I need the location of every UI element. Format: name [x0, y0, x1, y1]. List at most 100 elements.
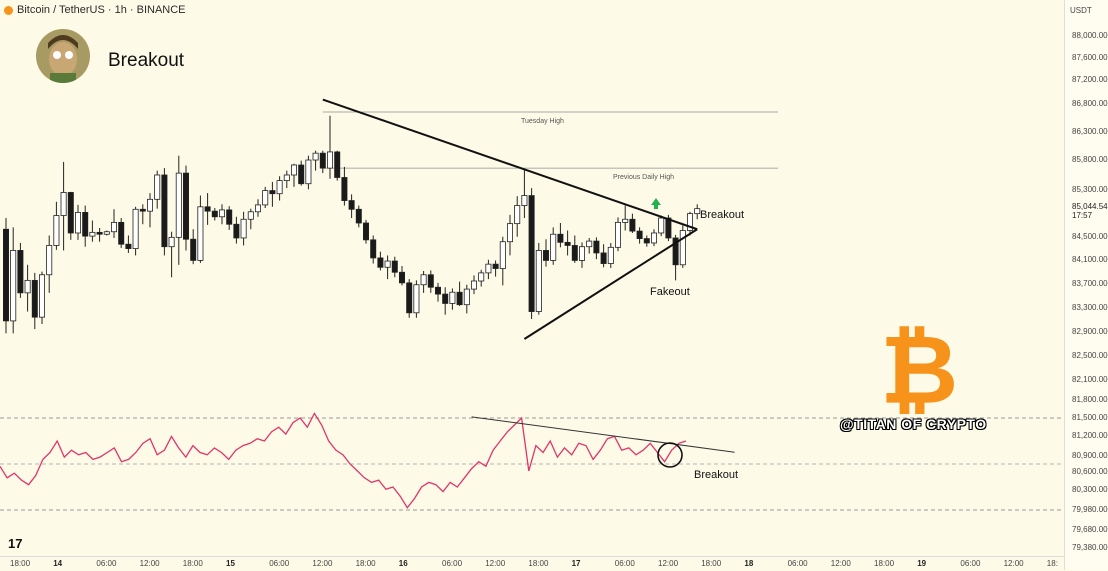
- candle: [651, 229, 658, 247]
- candle-body: [377, 257, 384, 268]
- rsi-pane: [0, 412, 735, 509]
- candle: [615, 217, 622, 252]
- candle: [254, 199, 261, 217]
- candle: [53, 201, 60, 250]
- time-axis[interactable]: [0, 556, 1064, 571]
- candle: [391, 256, 398, 278]
- price-tick-label: 87,600.00: [1072, 53, 1108, 62]
- symbol-line: Bitcoin / TetherUS · 1h · BINANCE: [17, 4, 186, 16]
- price-axis[interactable]: [1064, 0, 1108, 570]
- price-tick-label: 84,100.00: [1072, 255, 1108, 264]
- candle-body: [521, 195, 528, 206]
- candle: [571, 235, 578, 263]
- price-tick-label: 81,200.00: [1072, 431, 1108, 440]
- time-tick-label: 18:00: [355, 559, 376, 568]
- price-tick-label: 80,600.00: [1072, 467, 1108, 476]
- candle: [161, 168, 168, 256]
- candle: [125, 235, 132, 253]
- price-tick-label: 82,100.00: [1072, 375, 1108, 384]
- candle-body: [470, 280, 477, 290]
- candle: [290, 163, 297, 187]
- candle-body: [643, 238, 650, 244]
- candle-body: [579, 246, 586, 261]
- chart-svg[interactable]: [0, 0, 1064, 556]
- price-tick-label: 86,300.00: [1072, 127, 1108, 136]
- candle-body: [262, 190, 269, 206]
- candle: [528, 188, 535, 320]
- candle-body: [182, 172, 189, 240]
- time-tick-label: 06:00: [960, 559, 981, 568]
- candle: [298, 160, 305, 186]
- candle-body: [636, 230, 643, 239]
- candle-body: [672, 237, 679, 266]
- candle-body: [67, 192, 74, 234]
- candle-body: [499, 241, 506, 269]
- rsi-trendline: [471, 416, 735, 453]
- candle-body: [276, 180, 283, 195]
- candle: [564, 230, 571, 256]
- candle: [168, 231, 175, 278]
- candle: [384, 255, 391, 280]
- time-tick-label: 18:00: [701, 559, 722, 568]
- candle-body: [406, 282, 413, 314]
- candle: [586, 237, 593, 254]
- candle: [499, 236, 506, 286]
- candle-body: [478, 272, 485, 282]
- candle-body: [571, 245, 578, 261]
- time-tick-label: 18:00: [182, 559, 203, 568]
- candle: [687, 211, 694, 236]
- candle-body: [535, 250, 542, 312]
- horizontal-levels: [322, 111, 778, 169]
- breakout-label: Breakout: [700, 209, 745, 221]
- candle-body: [132, 208, 139, 249]
- time-tick-label: 18:00: [528, 559, 549, 568]
- candle: [607, 242, 614, 268]
- candle-body: [111, 221, 118, 233]
- candle: [3, 218, 9, 334]
- candle: [442, 287, 449, 315]
- candle-body: [665, 217, 672, 239]
- candle: [406, 279, 413, 318]
- candle-body: [75, 212, 82, 234]
- candle: [111, 209, 118, 238]
- time-tick-label: 12:00: [139, 559, 160, 568]
- candle: [139, 204, 146, 225]
- candle: [132, 206, 139, 256]
- candle: [579, 242, 586, 268]
- candle: [434, 282, 441, 302]
- candle-body: [31, 279, 38, 318]
- candle: [600, 244, 607, 268]
- time-tick-label: 18:00: [10, 559, 31, 568]
- candles: [3, 115, 701, 334]
- candle-body: [651, 232, 658, 244]
- candle: [348, 194, 355, 219]
- candle-body: [211, 210, 218, 218]
- candle: [103, 230, 110, 236]
- candle: [190, 229, 197, 265]
- time-tick-label: 06:00: [614, 559, 635, 568]
- time-tick-label: 18:00: [874, 559, 895, 568]
- candle-body: [10, 250, 17, 322]
- candle-body: [506, 223, 513, 243]
- candle-body: [190, 238, 197, 261]
- candle-body: [118, 221, 125, 245]
- time-tick-label: 18: [744, 559, 754, 568]
- candle: [470, 275, 477, 295]
- price-tick-label: 84,500.00: [1072, 232, 1108, 241]
- price-tick-label: 88,000.00: [1072, 31, 1108, 40]
- candle: [362, 219, 369, 244]
- time-tick-label: 12:00: [658, 559, 679, 568]
- candle: [326, 115, 333, 179]
- candle-body: [146, 198, 153, 212]
- tradingview-logo-icon: 17: [8, 536, 23, 551]
- candle-body: [362, 222, 369, 241]
- candle: [319, 150, 326, 174]
- candle-body: [370, 239, 377, 259]
- time-tick-label: 15: [226, 559, 235, 568]
- candle-body: [528, 195, 535, 312]
- price-tick-label: 83,300.00: [1072, 303, 1108, 312]
- candle-body: [3, 228, 9, 322]
- candle-body: [355, 208, 362, 224]
- candle-body: [204, 206, 211, 212]
- candle: [17, 242, 24, 298]
